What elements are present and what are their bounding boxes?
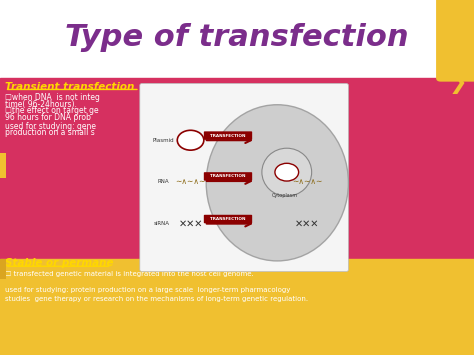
FancyBboxPatch shape — [140, 83, 348, 272]
Ellipse shape — [262, 148, 311, 196]
Text: Transient transfection: Transient transfection — [5, 82, 134, 92]
Text: studies  gene therapy or research on the mechanisms of long-term genetic regulat: studies gene therapy or research on the … — [5, 296, 308, 302]
Text: TRANSFECTION: TRANSFECTION — [210, 217, 246, 221]
FancyBboxPatch shape — [436, 0, 474, 82]
FancyBboxPatch shape — [204, 215, 252, 223]
Text: Plasmid: Plasmid — [153, 138, 174, 143]
Text: ∼∧∼∧∼: ∼∧∼∧∼ — [175, 176, 206, 186]
Circle shape — [275, 163, 299, 181]
Text: used for studying: gene                                       As, or protein: used for studying: gene As, or protein — [5, 121, 240, 131]
Bar — [0, 78, 474, 259]
Text: TRANSFECTION: TRANSFECTION — [210, 174, 246, 179]
Text: RNA: RNA — [158, 179, 169, 184]
Text: ∼∧∼∧∼: ∼∧∼∧∼ — [292, 176, 322, 186]
Text: Type of transfection: Type of transfection — [65, 23, 409, 52]
Text: ✕✕✕: ✕✕✕ — [295, 219, 319, 229]
Text: TRANSFECTION: TRANSFECTION — [210, 133, 246, 138]
Text: ❯: ❯ — [448, 72, 467, 94]
Text: siRNA: siRNA — [153, 221, 169, 226]
Text: 96 hours for DNA prob: 96 hours for DNA prob — [5, 113, 91, 122]
Bar — [0, 153, 6, 178]
Bar — [0, 259, 6, 279]
Text: Stable or permane: Stable or permane — [5, 258, 113, 268]
Text: ☐the effect on target ge                             r RNA probes, 48-: ☐the effect on target ge r RNA probes, 4… — [5, 106, 235, 115]
Bar — [0, 259, 474, 355]
Text: used for studying: protein production on a large scale  longer-term pharmacology: used for studying: protein production on… — [5, 288, 290, 293]
Text: ✕✕✕: ✕✕✕ — [178, 219, 203, 229]
Circle shape — [177, 130, 204, 150]
FancyBboxPatch shape — [204, 131, 252, 140]
Text: Nucleus: Nucleus — [277, 170, 297, 175]
Text: ☐ transfected genetic material is integrated into the host cell genome.: ☐ transfected genetic material is integr… — [5, 271, 254, 277]
Bar — [0, 0, 474, 78]
Ellipse shape — [206, 105, 348, 261]
Text: ☐when DNA  is not integ                                       ressed for a limit: ☐when DNA is not integ ressed for a limi… — [5, 93, 267, 102]
Text: time( 96-24hours).: time( 96-24hours). — [5, 100, 77, 109]
FancyBboxPatch shape — [204, 172, 252, 181]
Text: production on a small s: production on a small s — [5, 128, 94, 137]
Text: Cytoplasm: Cytoplasm — [271, 193, 298, 198]
